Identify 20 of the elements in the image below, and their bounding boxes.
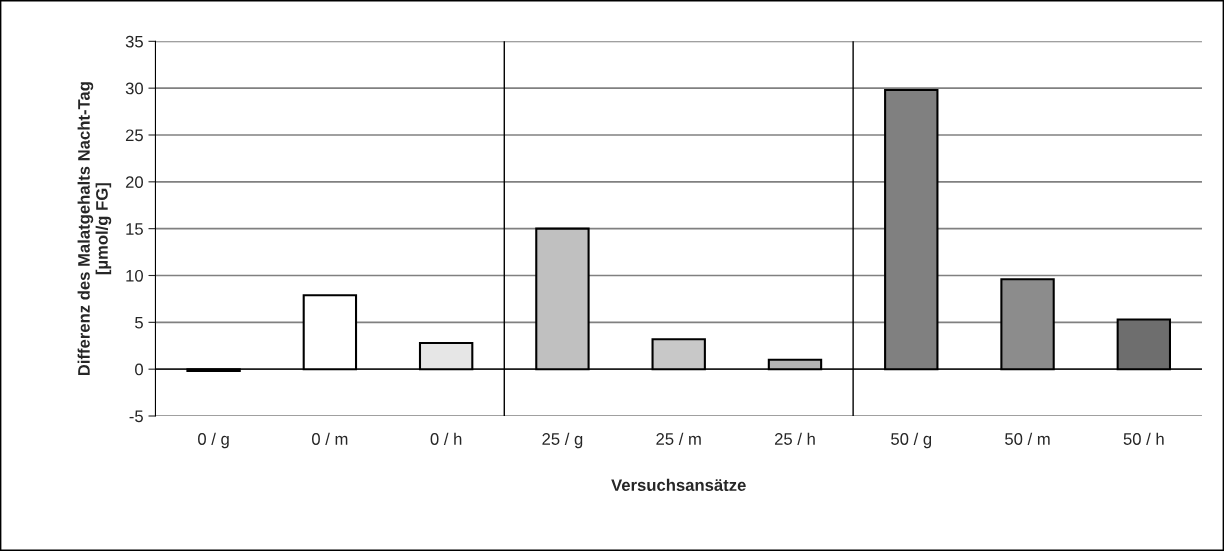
x-tick-label: 0 / g [198, 432, 229, 449]
x-tick-label: 25 / m [656, 432, 701, 445]
y-tick-label: 5 [135, 316, 143, 329]
x-tick-label: 50 / g [891, 432, 932, 449]
y-tick-label: 25 [125, 129, 143, 142]
y-axis-title: Differenz des Malatgehalts Nacht-Tag [µmol/g FG] [77, 82, 112, 376]
x-tick-label: 0 / m [312, 432, 348, 445]
x-tick-label: 50 / m [1005, 432, 1050, 445]
x-tick-label: 50 / h [1123, 432, 1164, 445]
x-axis-title: Versuchsansätze [611, 478, 746, 492]
y-tick-label: 30 [125, 82, 143, 95]
y-tick-label: 20 [125, 176, 143, 189]
y-tick-label: 0 [135, 363, 143, 376]
y-tick-label: 35 [125, 35, 143, 48]
x-tick-label: 0 / h [430, 432, 462, 445]
y-tick-label: -5 [129, 410, 143, 423]
x-tick-label: 25 / g [542, 432, 583, 449]
y-tick-label: 15 [126, 223, 143, 235]
x-tick-label: 25 / h [774, 432, 815, 445]
y-tick-label: 10 [126, 269, 143, 282]
